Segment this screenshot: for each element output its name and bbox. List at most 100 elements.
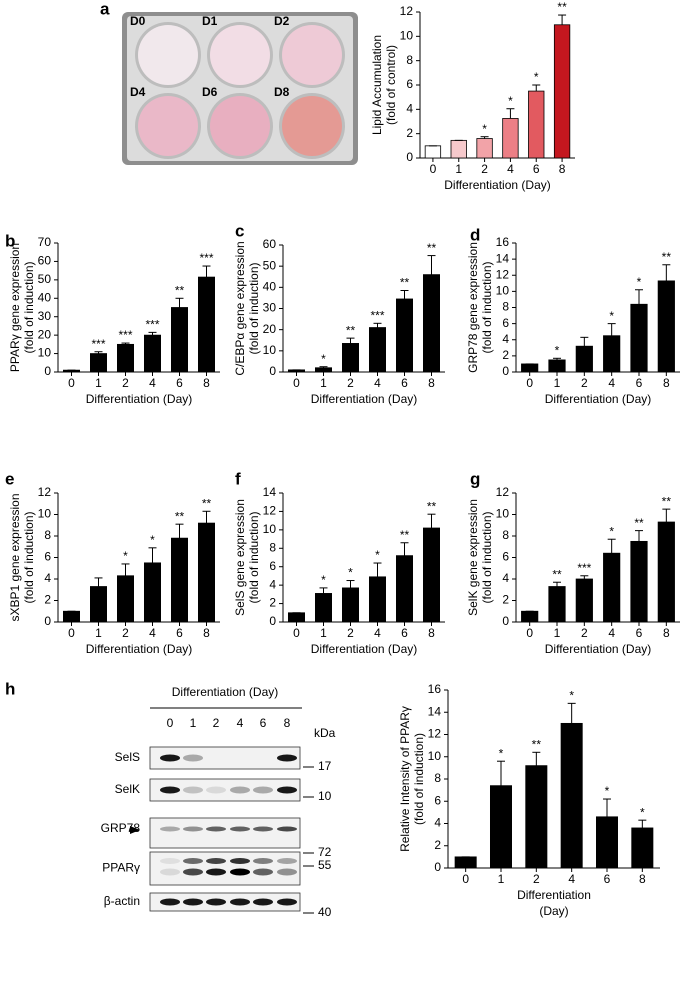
significance-label: ** <box>662 250 672 264</box>
y-axis-label: PPARγ gene expression <box>8 243 22 372</box>
blot-strip <box>149 817 301 849</box>
y-tick-label: 8 <box>44 528 51 542</box>
bar <box>630 303 648 373</box>
unit-label: kDa <box>314 726 336 740</box>
y-tick-label: 0 <box>406 150 413 164</box>
bar <box>422 274 440 373</box>
bar <box>521 610 539 623</box>
band <box>160 868 180 876</box>
band <box>253 786 273 794</box>
row-label: SelS <box>115 750 140 764</box>
x-tick-label: 1 <box>455 162 462 176</box>
y-tick-label: 6 <box>406 77 413 91</box>
x-tick-label: 1 <box>554 376 561 390</box>
x-tick-label: 6 <box>636 376 643 390</box>
x-tick-label: 2 <box>122 626 129 640</box>
y-tick-label: 0 <box>434 860 441 874</box>
bar <box>395 298 413 373</box>
band <box>230 898 250 906</box>
y-tick-label: 4 <box>406 102 413 116</box>
band <box>160 858 180 864</box>
y-axis-label: (fold of induction) <box>247 511 261 603</box>
y-tick-label: 10 <box>496 507 510 521</box>
bar <box>368 327 386 373</box>
x-tick-label: 8 <box>428 376 435 390</box>
x-tick-label: 6 <box>401 376 408 390</box>
y-axis-label: C/EBPα gene expression <box>233 241 247 375</box>
band <box>230 868 250 876</box>
y-tick-label: 14 <box>496 251 510 265</box>
y-tick-label: 0 <box>44 614 51 628</box>
significance-label: * <box>637 275 642 289</box>
bar <box>395 555 413 623</box>
panel-letter: c <box>235 221 244 240</box>
significance-label: *** <box>91 337 105 351</box>
y-tick-label: 0 <box>44 364 51 378</box>
marker-label: 40 <box>318 905 332 919</box>
x-tick-label: 1 <box>320 376 327 390</box>
x-tick-label: 8 <box>663 376 670 390</box>
blot-strip <box>149 746 301 770</box>
lane-label: 0 <box>167 716 174 730</box>
well-fill <box>210 96 270 156</box>
y-tick-label: 40 <box>38 290 52 304</box>
band <box>230 858 250 864</box>
panel-letter: e <box>5 469 14 488</box>
band <box>206 898 226 906</box>
significance-label: *** <box>199 251 213 265</box>
significance-label: ** <box>175 509 185 523</box>
x-tick-label: 8 <box>639 872 646 886</box>
bar <box>553 24 571 159</box>
x-tick-label: 2 <box>481 162 488 176</box>
x-tick-label: 8 <box>559 162 566 176</box>
significance-label: ** <box>552 567 562 581</box>
x-tick-label: 0 <box>526 626 533 640</box>
lane-label: 4 <box>237 716 244 730</box>
y-axis-label: (fold of induction) <box>22 261 36 353</box>
marker-label: 55 <box>318 858 332 872</box>
x-tick-label: 1 <box>554 626 561 640</box>
x-tick-label: 6 <box>176 376 183 390</box>
x-tick-label: 4 <box>507 162 514 176</box>
x-tick-label: 8 <box>663 626 670 640</box>
x-tick-label: 4 <box>568 872 575 886</box>
significance-label: * <box>508 94 513 108</box>
y-tick-label: 12 <box>496 485 510 499</box>
y-tick-label: 4 <box>502 571 509 585</box>
y-tick-label: 10 <box>263 343 277 357</box>
y-axis-label: SelK gene expression <box>466 499 480 616</box>
band <box>183 826 203 832</box>
panel-letter: d <box>470 225 480 244</box>
bar <box>143 562 161 623</box>
y-tick-label: 60 <box>38 254 52 268</box>
significance-label: * <box>348 566 353 580</box>
x-tick-label: 6 <box>176 626 183 640</box>
well-fill <box>282 25 342 85</box>
y-axis-label: (fold of induction) <box>412 733 426 825</box>
significance-label: *** <box>118 328 132 342</box>
band <box>253 858 273 864</box>
x-axis-label: Differentiation (Day) <box>545 642 652 656</box>
significance-label: ** <box>346 323 356 337</box>
y-tick-label: 8 <box>269 540 276 554</box>
significance-label: * <box>150 533 155 547</box>
y-axis-label: GRP78 gene expression <box>466 242 480 373</box>
significance-label: * <box>123 549 128 563</box>
y-tick-label: 10 <box>428 749 442 763</box>
x-tick-label: 2 <box>581 376 588 390</box>
bar <box>548 359 566 373</box>
significance-label: *** <box>577 561 591 575</box>
bar <box>170 537 188 623</box>
y-tick-label: 4 <box>502 332 509 346</box>
bar <box>197 276 215 373</box>
marker-label: 72 <box>318 845 332 859</box>
bar <box>596 816 619 869</box>
bar <box>90 586 108 623</box>
y-tick-label: 14 <box>428 704 442 718</box>
x-tick-label: 6 <box>401 626 408 640</box>
significance-label: ** <box>634 516 644 530</box>
band <box>230 786 250 794</box>
significance-label: ** <box>557 0 567 14</box>
row-label: PPARγ <box>102 861 140 875</box>
